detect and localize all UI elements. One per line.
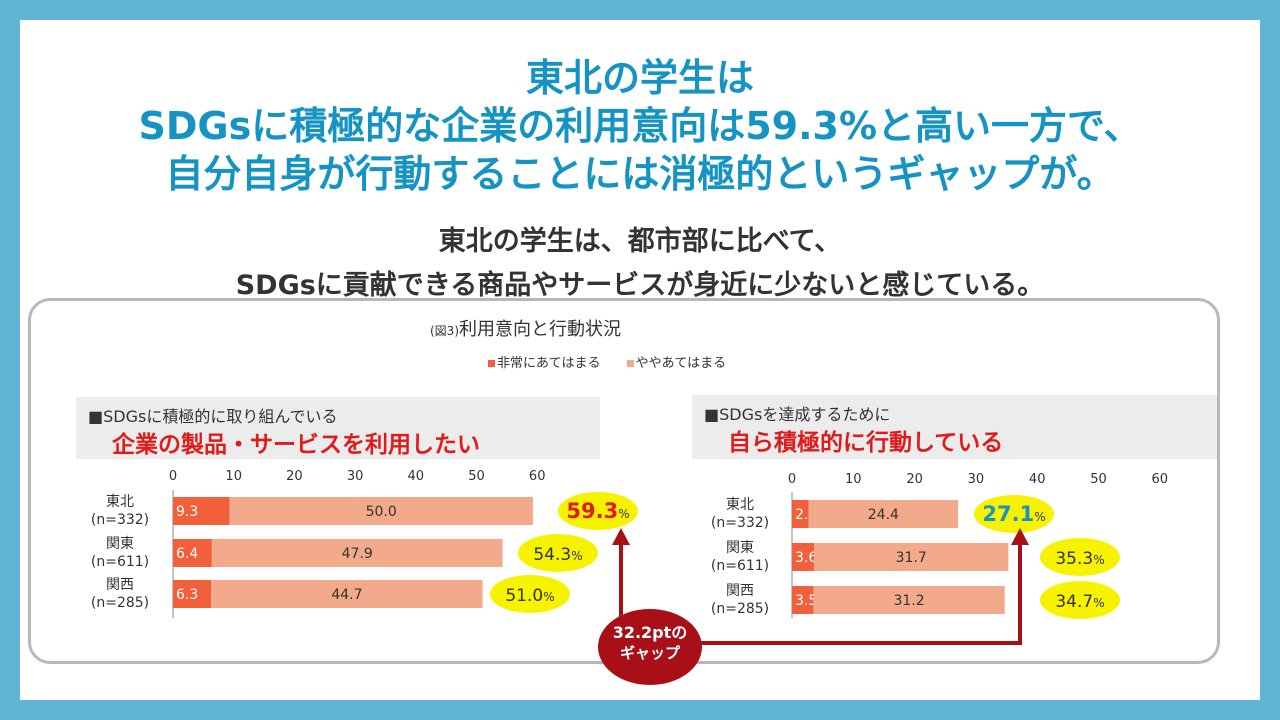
left-chart-data-label-1-series-1: 47.9: [342, 546, 373, 562]
right-chart-header-line-2: 自ら積極的に行動している: [728, 430, 1004, 456]
left-chart-header-line-2: 企業の製品・サービスを利用したい: [112, 432, 480, 458]
right-chart-sample-size-1: (n=611): [711, 558, 769, 574]
right-chart-data-label-0-series-1: 24.4: [868, 507, 899, 523]
right-chart-category-label-2: 関西: [726, 583, 754, 599]
right-chart-x-tick-0: 0: [788, 472, 796, 487]
headline-line-3: 自分自身が行動することには消極的というギャップが。: [165, 152, 1115, 196]
figure-title: (図3)利用意向と行動状況: [430, 315, 621, 341]
left-chart-data-label-0-series-1: 50.0: [366, 504, 397, 520]
left-chart-sample-size-1: (n=611): [91, 554, 149, 570]
right-chart-data-label-1-series-0: 3.6: [795, 550, 817, 566]
right-chart-total-label-0: 27.1%: [982, 502, 1045, 526]
left-chart-data-label-2-series-0: 6.3: [176, 587, 198, 603]
right-chart-x-tick-40: 40: [1029, 472, 1046, 487]
right-chart-data-label-2-series-1: 31.2: [893, 593, 924, 609]
right-chart-bar-1-series-0: [792, 543, 815, 571]
legend-item-somewhat: ややあてはまる: [626, 356, 727, 371]
right-chart-total-label-1: 35.3%: [1055, 549, 1104, 569]
left-chart-category-label-2: 関西: [106, 577, 134, 593]
right-chart-total-bubble-2: [1040, 581, 1120, 619]
right-chart-x-tick-50: 50: [1090, 472, 1107, 487]
gap-bubble: [598, 609, 702, 685]
left-chart-header-line-1: ■SDGsに積極的に取り組んでいる: [88, 407, 338, 426]
subheadline: 東北の学生は、都市部に比べて、 SDGsに貢献できる商品やサービスが身近に少ない…: [20, 220, 1260, 308]
left-chart-x-tick-0: 0: [169, 469, 177, 484]
right-chart-sample-size-2: (n=285): [711, 601, 769, 617]
left-chart-x-tick-40: 40: [408, 469, 425, 484]
right-chart-total-bubble-1: [1040, 538, 1120, 576]
left-chart-bar-2-series-0: [173, 580, 212, 608]
headline-line-2: SDGsに積極的な企業の利用意向は59.3%と高い一方で、: [138, 104, 1142, 148]
right-chart-total-bubble-0: [974, 495, 1054, 533]
left-bar-chart: 0 10 20 30 40 50 60 東北 (n=332) 9.3 50.0 59.3% 関東 (n=6…: [91, 469, 638, 618]
left-chart-bar-0-series-1: [229, 497, 533, 525]
left-chart-category-label-0: 東北: [106, 494, 134, 510]
gap-connector-line: [619, 540, 1022, 645]
left-chart-bar-1-series-0: [173, 539, 212, 567]
subheadline-line-1: 東北の学生は、都市部に比べて、: [438, 226, 842, 257]
left-chart-sample-size-2: (n=285): [91, 595, 149, 611]
right-chart-bar-1-series-1: [814, 543, 1009, 571]
left-chart-x-tick-30: 30: [347, 469, 364, 484]
left-chart-total-label-0: 59.3%: [566, 499, 629, 523]
right-chart-total-label-2: 34.7%: [1055, 592, 1104, 612]
right-chart-bar-0-series-0: [792, 500, 809, 528]
subheadline-line-2: SDGsに貢献できる商品やサービスが身近に少ないと感じている。: [235, 270, 1045, 301]
left-chart-x-tick-50: 50: [468, 469, 485, 484]
legend-swatch-somewhat: [626, 360, 634, 367]
right-chart-header: ■SDGsを達成するために 自ら積極的に行動している: [692, 395, 1217, 459]
left-chart-data-label-1-series-0: 6.4: [176, 546, 198, 562]
right-chart-x-tick-20: 20: [906, 472, 923, 487]
left-chart-x-tick-60: 60: [529, 469, 546, 484]
right-chart-header-line-1: ■SDGsを達成するために: [704, 405, 891, 424]
figure-title-text: 利用意向と行動状況: [459, 319, 621, 340]
left-chart-category-label-1: 関東: [106, 536, 134, 552]
gap-arrow-left: [612, 528, 630, 545]
left-chart-total-label-2: 51.0%: [505, 586, 554, 606]
left-chart-bar-1-series-1: [211, 539, 503, 567]
right-chart-x-tick-60: 60: [1152, 472, 1169, 487]
headline-line-1: 東北の学生は: [525, 56, 754, 100]
right-chart-bar-0-series-1: [808, 500, 959, 528]
right-chart-category-label-1: 関東: [726, 540, 754, 556]
left-chart-bar-0-series-0: [173, 497, 230, 525]
right-chart-bar-2-series-0: [792, 586, 814, 614]
right-chart-bar-2-series-1: [813, 586, 1005, 614]
left-chart-bar-2-series-1: [211, 580, 483, 608]
figure-prefix: (図3): [430, 324, 459, 338]
right-chart-category-label-0: 東北: [726, 497, 754, 513]
left-chart-total-bubble-1: [518, 534, 598, 572]
legend-item-very: 非常にあてはまる: [488, 356, 600, 371]
left-chart-total-bubble-0: [558, 492, 638, 530]
left-chart-sample-size-0: (n=332): [91, 512, 149, 528]
right-chart-x-tick-30: 30: [968, 472, 985, 487]
right-chart-data-label-1-series-1: 31.7: [896, 550, 927, 566]
left-chart-total-bubble-2: [490, 575, 570, 613]
left-chart-x-tick-10: 10: [225, 469, 242, 484]
legend-swatch-very: [488, 360, 495, 367]
right-chart-data-label-2-series-0: 3.5: [795, 593, 817, 609]
legend-label-very: 非常にあてはまる: [497, 356, 601, 371]
left-chart-data-label-0-series-0: 9.3: [176, 504, 198, 520]
right-chart-sample-size-0: (n=332): [711, 515, 769, 531]
chart-legend: 非常にあてはまる ややあてはまる: [488, 352, 748, 371]
legend-label-somewhat: ややあてはまる: [635, 356, 727, 371]
left-chart-x-tick-20: 20: [286, 469, 303, 484]
gap-label-line-1: 32.2ptの: [613, 623, 688, 642]
left-chart-header: ■SDGsに積極的に取り組んでいる 企業の製品・サービスを利用したい: [76, 397, 600, 459]
headline: 東北の学生は SDGsに積極的な企業の利用意向は59.3%と高い一方で、 自分自…: [20, 54, 1260, 198]
gap-label-line-2: ギャップ: [620, 644, 681, 662]
right-chart-x-tick-10: 10: [845, 472, 862, 487]
gap-arrow-right: [1011, 528, 1029, 545]
left-chart-data-label-2-series-1: 44.7: [331, 587, 362, 603]
left-chart-total-label-1: 54.3%: [533, 545, 582, 565]
